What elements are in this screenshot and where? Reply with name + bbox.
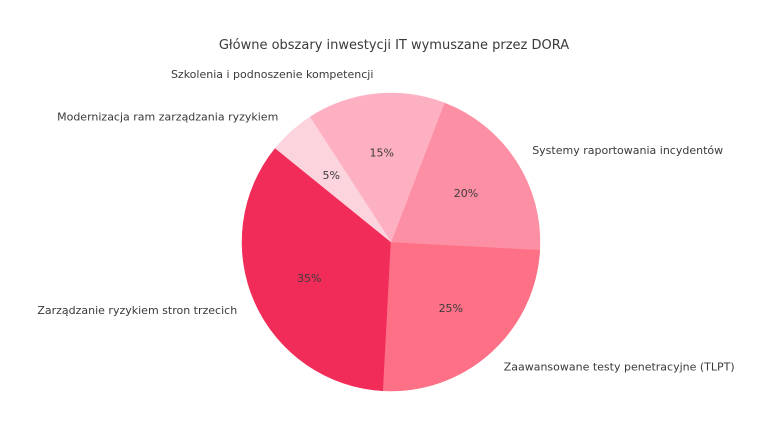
pie-slice-2 [390,102,541,251]
pie-percent-label-1: 25% [439,302,463,315]
pie-slice-4 [274,116,392,243]
pie-slice-label-3: Szkolenia i podnoszenie kompetencji [171,68,373,81]
pie-slice-label-2: Systemy raportowania incydentów [532,144,723,157]
pie-slice-0 [241,147,392,392]
pie-slice-1 [382,241,541,392]
pie-slice-label-4: Modernizacja ram zarządzania ryzykiem [57,110,278,123]
pie-slice-label-0: Zarządzanie ryzykiem stron trzecich [37,304,237,317]
pie-percent-label-3: 15% [369,147,393,160]
pie-percent-label-2: 20% [454,187,478,200]
pie-slice-3 [309,92,445,243]
pie-percent-label-0: 35% [297,272,321,285]
pie-slice-label-1: Zaawansowane testy penetracyjne (TLPT) [504,361,735,374]
pie-percent-label-4: 5% [322,169,339,182]
chart-title: Główne obszary inwestycji IT wymuszane p… [218,38,570,53]
